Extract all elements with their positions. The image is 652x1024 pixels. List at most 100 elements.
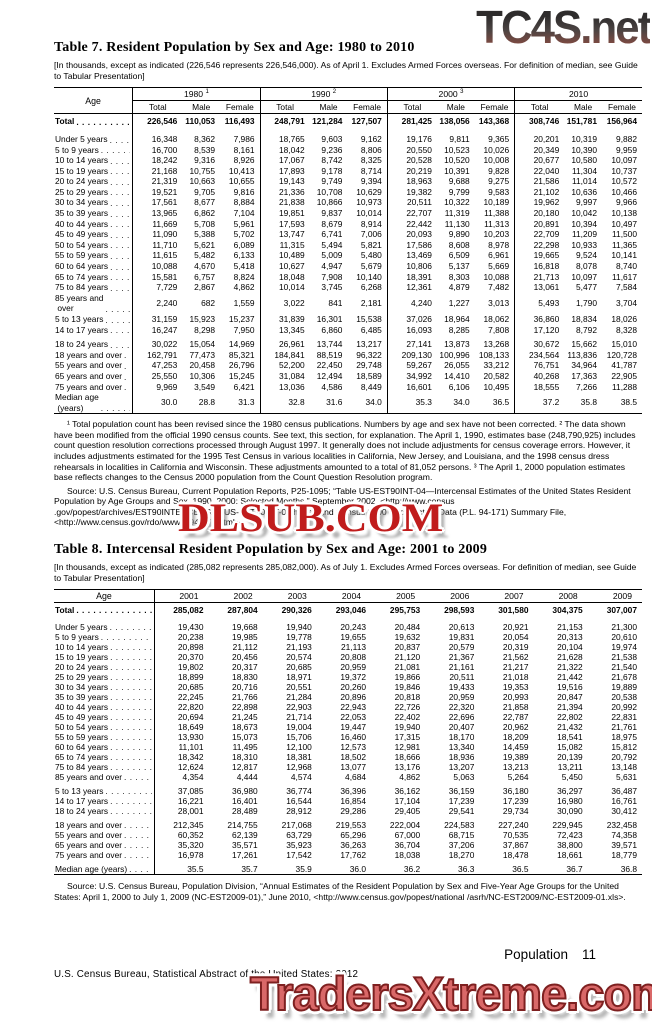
- value-cell: 20,104: [557, 642, 583, 653]
- value-cell: 37,026: [386, 314, 437, 325]
- value-cell: 10,319: [571, 133, 597, 144]
- value-cell: 4,862: [399, 772, 421, 783]
- value-cell: 16,761: [611, 796, 637, 807]
- value-cell: 682: [201, 298, 216, 309]
- value-cell: 9,688: [448, 176, 470, 187]
- value-cell: 15,245: [228, 370, 255, 381]
- value-cell: 21,442: [557, 672, 583, 683]
- value-cell: 20,613: [448, 622, 475, 633]
- value-cell: 6,421: [233, 381, 255, 392]
- value-cell: 17,363: [571, 370, 597, 381]
- value-cell: 18,589: [356, 370, 382, 381]
- value-cell: 35,320: [177, 840, 204, 851]
- value-cell: 20,349: [514, 144, 565, 156]
- value-cell: 9,969: [132, 381, 183, 393]
- value-cell: 6,106: [448, 381, 470, 392]
- value-cell: 8,926: [233, 155, 255, 166]
- table7-bracket-note: [In thousands, except as indicated (226,…: [54, 60, 638, 81]
- value-cell: 20,054: [502, 632, 529, 643]
- value-cell: 17,104: [394, 796, 421, 807]
- sex-column-header: Female: [225, 102, 254, 113]
- value-cell: 20,180: [514, 208, 565, 219]
- age-label-cell: 60 to 64 years: [54, 742, 155, 753]
- age-label-cell: 5 to 9 years: [54, 145, 133, 156]
- value-cell: 21,586: [514, 176, 565, 187]
- value-cell: 8,806: [360, 144, 382, 155]
- value-cell: 30.0: [132, 392, 183, 414]
- value-cell: 10,489: [259, 250, 310, 262]
- value-cell: 307,007: [606, 605, 637, 616]
- value-cell: 16,978: [177, 850, 204, 861]
- value-cell: 18,209: [502, 732, 529, 743]
- page-footer-right: Population 11: [504, 947, 596, 962]
- value-cell: 21,217: [502, 662, 529, 673]
- table7-title: Table 7. Resident Population by Sex and …: [54, 40, 415, 55]
- value-cell: 21,112: [232, 642, 258, 653]
- value-cell: 19,143: [259, 176, 310, 187]
- value-cell: 227,240: [498, 820, 529, 831]
- value-cell: 15,054: [189, 339, 216, 350]
- table-row: 15 to 19 years 20,370 20,456 20,574 20,808 21…: [54, 652, 642, 663]
- value-cell: 8,161: [233, 144, 255, 155]
- age-label-cell: Total: [54, 602, 155, 619]
- value-cell: 19,521: [132, 186, 183, 198]
- value-cell: 13,207: [448, 762, 475, 773]
- value-cell: 20,313: [557, 632, 583, 643]
- table-row: 35 to 39 years13,965 6,862 7,104 19,851 9,83…: [54, 208, 642, 219]
- value-cell: 100,996: [439, 349, 470, 360]
- value-cell: 10,497: [611, 218, 637, 229]
- value-cell: 19,889: [611, 682, 637, 693]
- value-cell: 281,425: [386, 113, 437, 130]
- value-cell: 30,022: [132, 335, 183, 350]
- sex-column-header: Total: [386, 100, 437, 114]
- sex-column-header: Male: [319, 102, 338, 113]
- value-cell: 13,148: [611, 762, 637, 773]
- value-cell: 9,890: [448, 229, 470, 240]
- value-cell: 18,310: [232, 752, 258, 763]
- age-label-cell: 65 years and over: [54, 371, 133, 382]
- age-label-cell: 65 to 74 years: [54, 752, 155, 763]
- value-cell: 20,891: [514, 218, 565, 230]
- value-cell: 8,325: [360, 155, 382, 166]
- value-cell: 16,221: [177, 796, 204, 807]
- value-cell: 20,458: [189, 360, 216, 371]
- value-cell: 13,268: [483, 339, 510, 350]
- value-cell: 37,085: [177, 786, 204, 797]
- value-cell: 15,662: [571, 339, 597, 350]
- value-cell: 8,303: [448, 271, 470, 282]
- age-label-cell: 55 years and over: [54, 360, 133, 371]
- value-cell: 226,546: [132, 113, 183, 130]
- value-cell: 9,749: [321, 176, 343, 187]
- table-row: 18 years and over 212,345 214,755 217,068 21…: [54, 816, 642, 831]
- value-cell: 184,841: [259, 349, 310, 361]
- table-row: 75 to 84 years 12,624 12,817 12,968 13,077 13…: [54, 762, 642, 773]
- age-label-cell: 18 years and over: [54, 350, 133, 361]
- value-cell: 113,836: [567, 349, 597, 360]
- value-cell: 18,170: [448, 732, 475, 743]
- value-cell: 28,001: [177, 806, 204, 817]
- value-cell: 143,368: [478, 116, 510, 127]
- table-row: 45 to 49 years 20,694 21,245 21,714 22,053 22…: [54, 712, 642, 723]
- value-cell: 12,981: [394, 742, 421, 753]
- value-cell: 21,081: [394, 662, 421, 673]
- value-cell: 5,821: [360, 239, 382, 250]
- value-cell: 19,940: [394, 722, 421, 733]
- value-cell: 16,601: [386, 381, 437, 393]
- value-cell: 21,284: [286, 692, 312, 703]
- value-cell: 120,728: [606, 349, 637, 360]
- value-cell: 20,456: [232, 652, 258, 663]
- value-cell: 3,745: [321, 282, 343, 293]
- value-cell: 10,572: [611, 176, 637, 187]
- value-cell: 70,535: [502, 830, 529, 841]
- value-cell: 21,838: [259, 197, 310, 209]
- value-cell: 26,796: [228, 360, 255, 371]
- value-cell: 290,326: [281, 605, 312, 616]
- value-cell: 10,390: [571, 144, 597, 155]
- value-cell: 11,313: [484, 218, 510, 229]
- value-cell: 16,301: [316, 314, 343, 324]
- value-cell: 9,828: [488, 165, 510, 176]
- table-row: Under 5 years 19,430 19,668 19,940 20,243 20,…: [54, 618, 642, 633]
- value-cell: 6,485: [360, 324, 382, 335]
